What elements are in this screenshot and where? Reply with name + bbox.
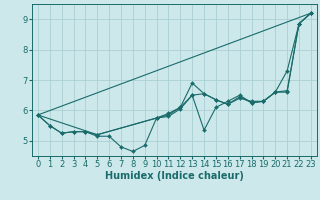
X-axis label: Humidex (Indice chaleur): Humidex (Indice chaleur) <box>105 171 244 181</box>
